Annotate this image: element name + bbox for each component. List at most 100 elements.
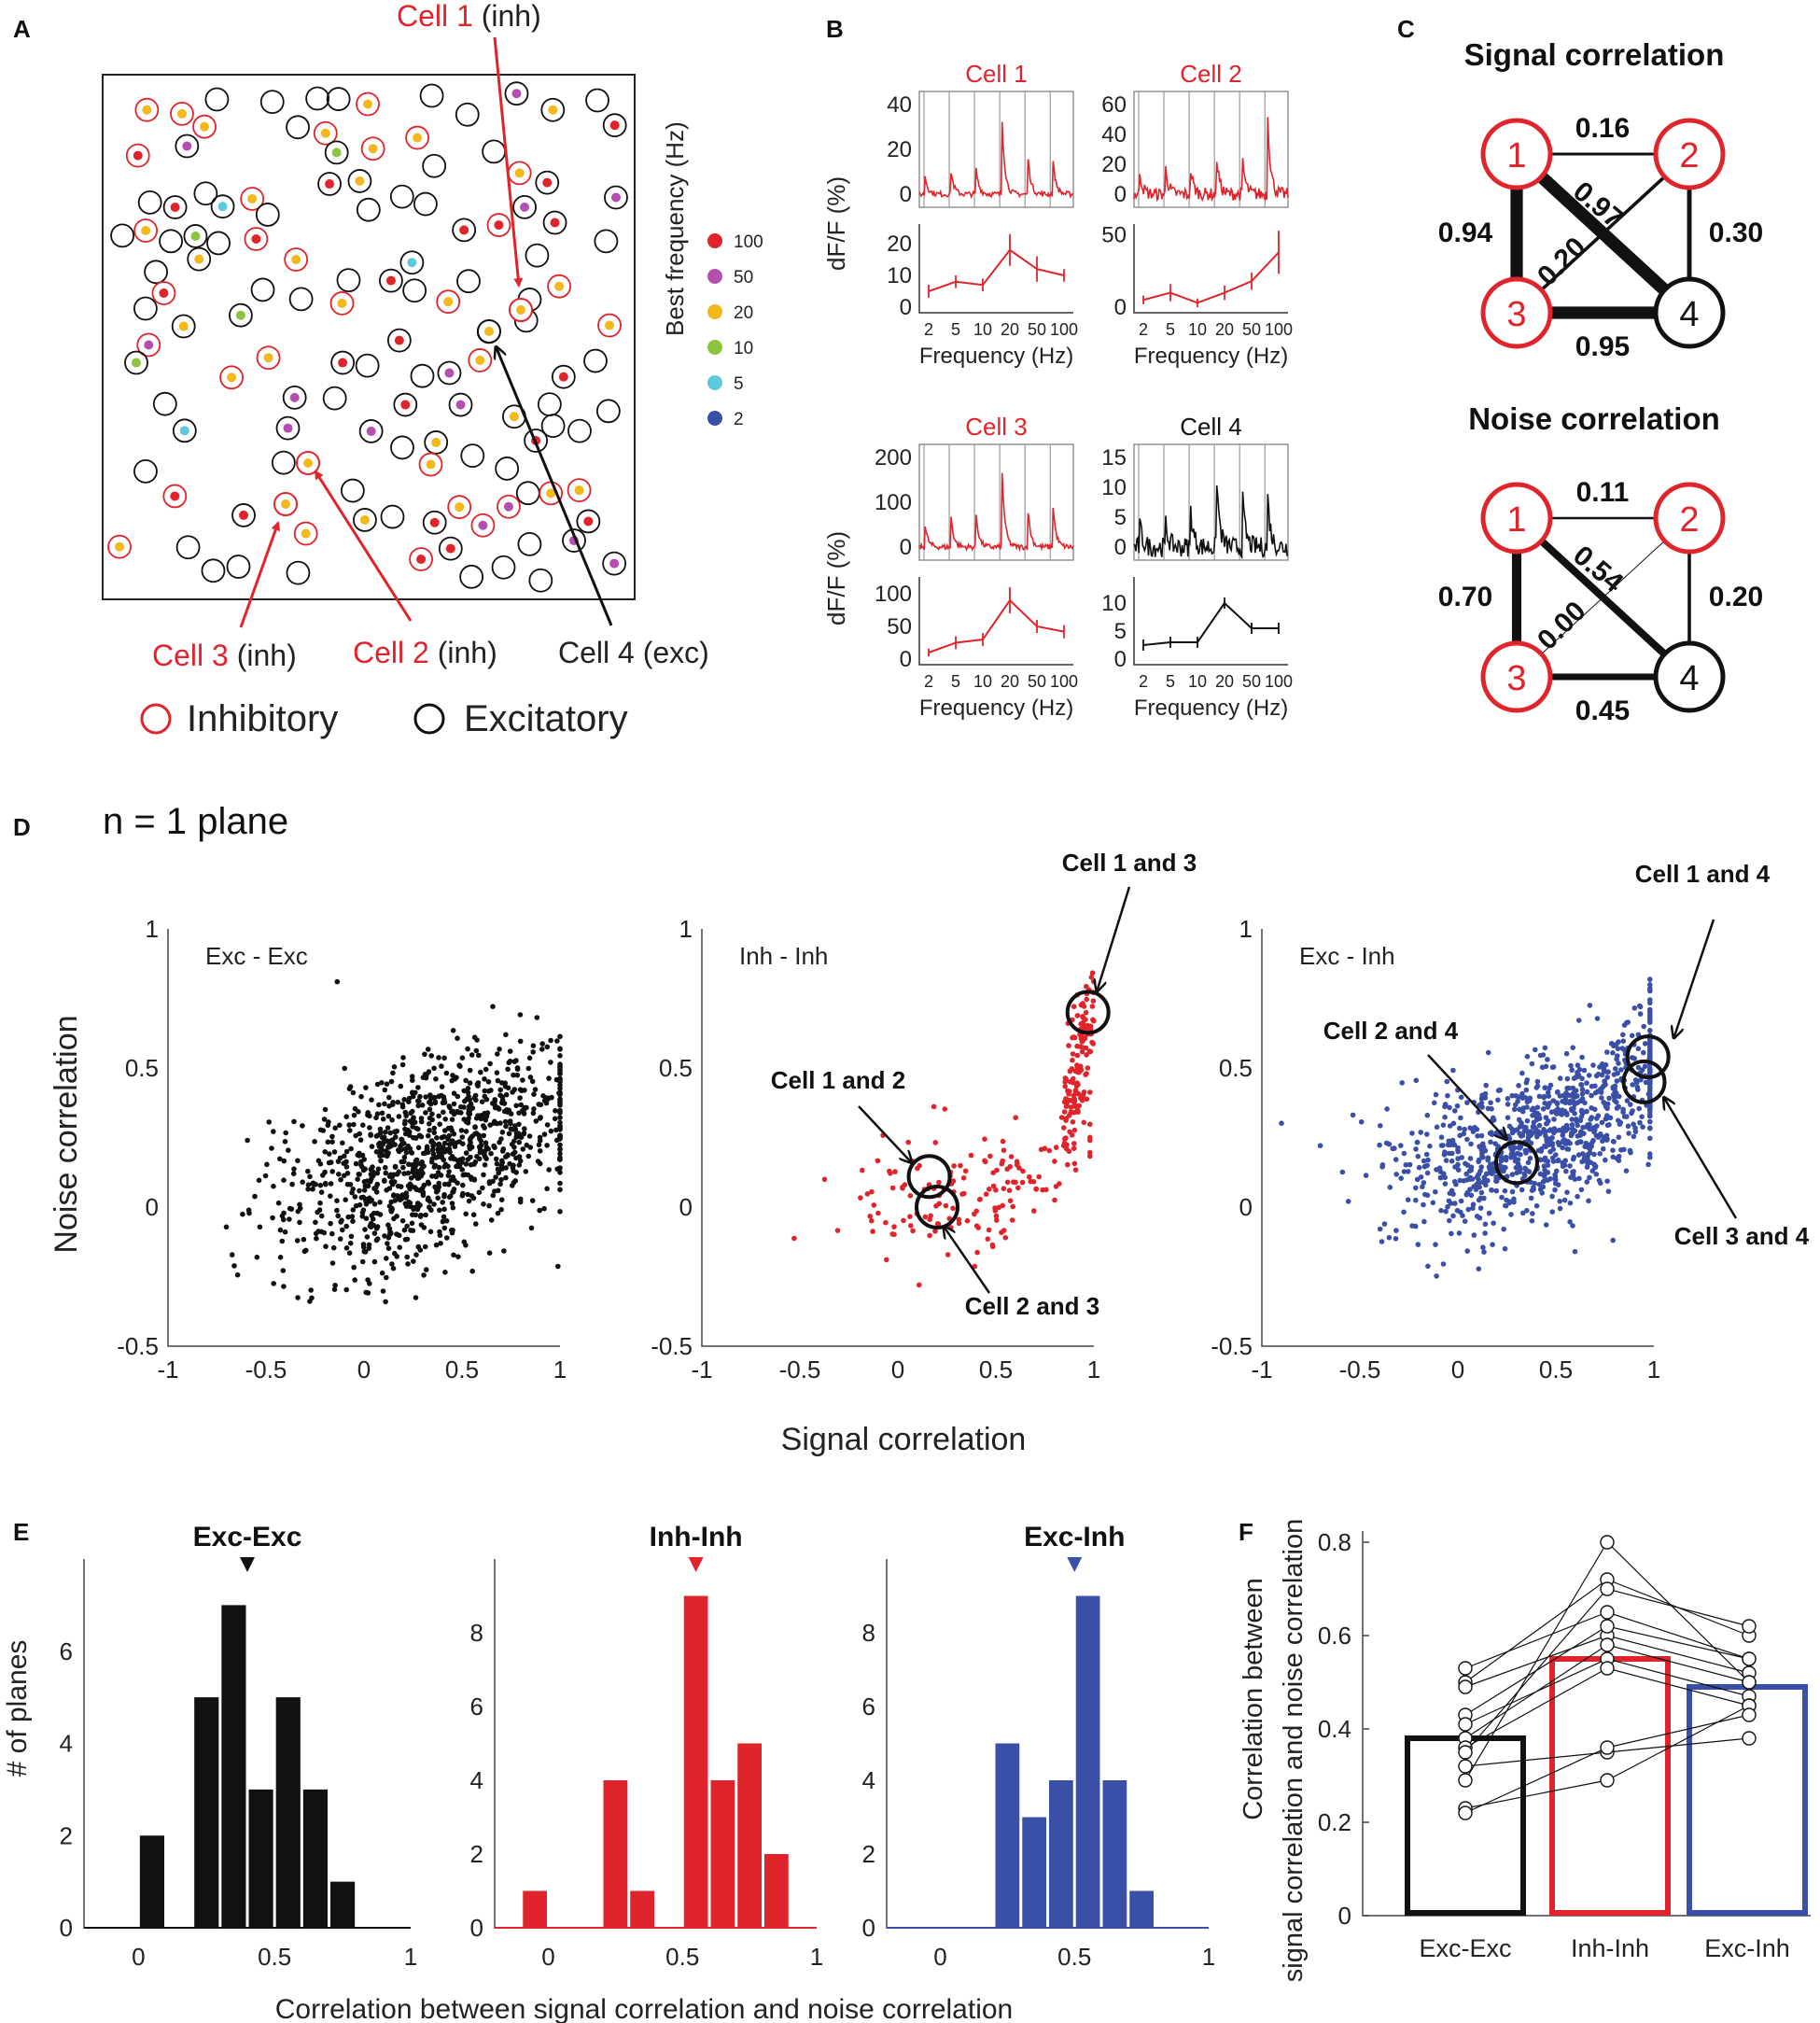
scatter-x-tick: 0 [1451, 1356, 1464, 1384]
scatter-point [1618, 1147, 1624, 1153]
scatter-point [537, 1148, 543, 1154]
best-frequency-dot [574, 485, 584, 496]
inhibitory-cell-marker [284, 247, 309, 272]
scatter-point [1513, 1093, 1519, 1099]
scatter-point [1468, 1141, 1474, 1147]
scatter-point [342, 1153, 347, 1159]
scatter-point [1520, 1210, 1526, 1216]
scatter-point [1616, 1153, 1622, 1159]
scatter-point [1572, 1094, 1578, 1100]
noise-correlation-ylabel: Noise correlation [49, 1015, 84, 1253]
scatter-point [1488, 1139, 1493, 1145]
scatter-point [1587, 1150, 1593, 1156]
paired-point [1600, 1661, 1615, 1676]
scatter-point [231, 1263, 237, 1269]
trace-tick: 0 [900, 535, 912, 560]
scatter-point [546, 1167, 552, 1173]
excitatory-cell-marker [133, 296, 158, 321]
scatter-point [343, 1245, 350, 1251]
scatter-point [1416, 1164, 1422, 1171]
scatter-point [1478, 1189, 1485, 1196]
node-1 [1480, 118, 1553, 190]
scatter-point [425, 1179, 431, 1186]
scatter-point [1637, 1004, 1644, 1010]
scatter-point [1604, 1178, 1610, 1184]
scatter-point [1579, 1087, 1586, 1092]
scatter-point [446, 1132, 453, 1139]
scatter-point [465, 1086, 471, 1091]
scatter-point [1409, 1131, 1415, 1136]
excitatory-cell-marker [585, 88, 609, 113]
scatter-point [410, 1093, 416, 1100]
scatter-point [1547, 1101, 1552, 1106]
excitatory-cell-marker [286, 560, 311, 585]
scatter-point [1515, 1098, 1520, 1104]
scatter-point [495, 1187, 501, 1194]
tuning-axes [1133, 577, 1288, 666]
scatter-point [495, 1051, 500, 1057]
scatter-y-tick: 0 [679, 1193, 693, 1221]
scatter-point [1489, 1187, 1495, 1193]
bar-y-tick: 0.4 [1318, 1715, 1351, 1743]
scatter-point [1524, 1128, 1530, 1134]
scatter-point [343, 1286, 350, 1293]
scatter-point [499, 1080, 505, 1086]
histogram-x-tick: 1 [810, 1943, 823, 1971]
scatter-point [1530, 1211, 1535, 1216]
scatter-point [990, 1170, 996, 1175]
scatter-point [507, 1058, 513, 1064]
best-frequency-dot [235, 310, 245, 320]
scatter-point [1563, 1168, 1569, 1174]
scatter-point [557, 1165, 563, 1171]
scatter-point [950, 1178, 957, 1184]
scatter-point [1498, 1158, 1505, 1164]
scatter-point [1479, 1153, 1485, 1159]
scatter-point [322, 1149, 329, 1155]
scatter-point [315, 1158, 322, 1164]
scatter-point [465, 1046, 470, 1052]
scatter-point [356, 1109, 361, 1115]
scatter-point [1378, 1123, 1383, 1129]
scatter-point [406, 1099, 412, 1104]
excitatory-cell-marker [124, 350, 148, 375]
excitatory-cell-marker [540, 414, 566, 439]
scatter-point [1646, 1055, 1652, 1061]
scatter-point [240, 1211, 245, 1217]
excitatory-cell-marker [399, 250, 425, 275]
scatter-point [1545, 1159, 1551, 1164]
scatter-point [1572, 1102, 1577, 1107]
scatter-point [318, 1189, 325, 1195]
inhibitory-cell-marker [192, 114, 217, 139]
scatter-point [442, 1270, 448, 1275]
excitatory-cell-marker [512, 194, 537, 219]
excitatory-cell-marker [438, 536, 463, 561]
scatter-point [440, 1145, 446, 1150]
scatter-point [327, 1151, 332, 1157]
scatter-point [441, 1149, 448, 1155]
scatter-point [377, 1200, 383, 1205]
scatter-point [492, 1099, 497, 1104]
scatter-point [441, 1133, 447, 1140]
scatter-point [884, 1257, 889, 1263]
scatter-point [329, 1139, 335, 1145]
scatter-y-tick: 1 [679, 915, 693, 943]
scatter-point [486, 1202, 492, 1209]
scatter-point [1081, 1089, 1087, 1095]
scatter-point [349, 1189, 355, 1196]
inhibitory-cell-marker [468, 348, 493, 372]
scatter-point [466, 1110, 471, 1117]
scatter-point [1647, 1154, 1653, 1160]
scatter-point [1495, 1097, 1501, 1103]
scatter-point [1538, 1157, 1544, 1163]
scatter-point [483, 1140, 489, 1145]
scatter-point [1485, 1177, 1491, 1184]
paired-point [1458, 1717, 1473, 1732]
scatter-point [486, 1250, 493, 1256]
scatter-point [985, 1236, 991, 1242]
scatter-point [982, 1158, 987, 1164]
scatter-point [1502, 1187, 1508, 1194]
scatter-point [374, 1224, 381, 1229]
scatter-point [527, 1145, 534, 1150]
scatter-point [1436, 1165, 1443, 1171]
